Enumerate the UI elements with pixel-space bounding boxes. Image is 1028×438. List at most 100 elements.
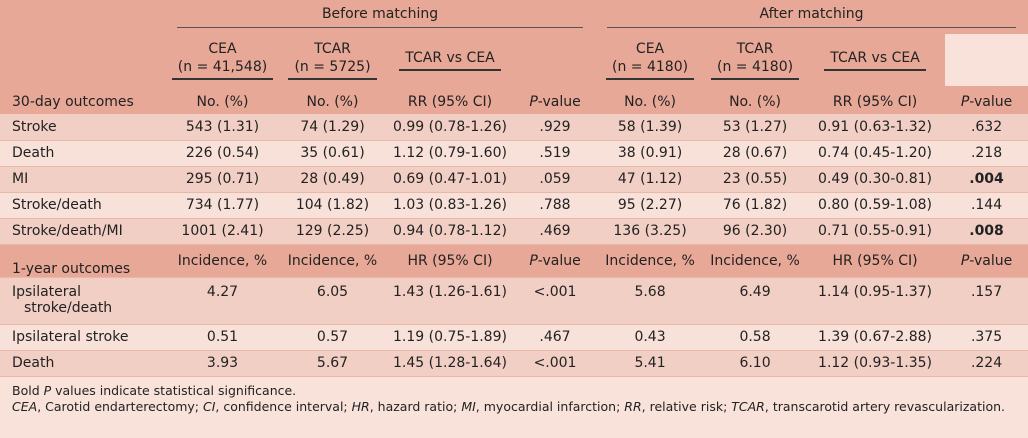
table-row: Death 3.93 5.67 1.45 (1.28-1.64) <.001 5.41 6.… (0, 350, 1028, 377)
table-row: Before matching After matching (0, 0, 1028, 34)
cell-value: 0.74 (0.45-1.20) (818, 145, 932, 161)
cell-value: .467 (539, 329, 571, 345)
unit-label: No. (%) (624, 94, 676, 110)
table-cell: Before matching (165, 0, 596, 34)
table-cell: 0.49 (0.30-0.81) (805, 166, 946, 193)
table-cell: <.001 (515, 350, 596, 377)
table-cell: 96 (2.30) (705, 218, 806, 245)
cell-value: 38 (0.91) (617, 145, 683, 161)
table-cell: 6.05 (280, 277, 385, 325)
footnote-text: , relative risk; (641, 398, 732, 414)
table-body: Before matching After matching CEA (n = 41,… (0, 0, 1028, 377)
table-row: Stroke/death/MI 1001 (2.41) 129 (2.25) 0.94… (0, 218, 1028, 245)
table-cell: After matching (595, 0, 1028, 34)
table-cell: 5.68 (595, 277, 706, 325)
cell-value: 0.51 (206, 329, 239, 345)
cell-value: 129 (2.25) (295, 223, 370, 239)
cell-value: .008 (969, 223, 1004, 239)
table-cell: .224 (945, 350, 1028, 377)
table-cell: .375 (945, 324, 1028, 351)
cell-value: 0.43 (634, 329, 666, 345)
table-cell: HR (95% CI) (805, 244, 946, 278)
table-cell: 0.91 (0.63-1.32) (805, 114, 946, 141)
cell-value: 4.27 (206, 283, 239, 300)
column-heading: TCAR vs CEA (824, 49, 926, 71)
unit-label: Incidence, % (287, 252, 378, 269)
table-cell: 1.12 (0.79-1.60) (385, 140, 515, 167)
table-cell: 5.67 (280, 350, 385, 377)
column-heading-line: (n = 4180) (717, 59, 794, 75)
table-cell: 543 (1.31) (165, 114, 280, 141)
cell-value: 1.45 (1.28-1.64) (393, 355, 507, 371)
cell-value: 1.12 (0.93-1.35) (818, 355, 932, 371)
cell-value: 1.43 (1.26-1.61) (393, 283, 507, 300)
table-cell: Stroke/death/MI (0, 218, 165, 245)
cell-value: .144 (970, 197, 1003, 213)
cell-value: 734 (1.77) (185, 197, 260, 213)
table-cell: 1.19 (0.75-1.89) (385, 324, 515, 351)
cell-value: 1.12 (0.79-1.60) (393, 145, 507, 161)
table-row: Ipsilateral stroke/death 4.27 6.05 1.43 (1.… (0, 277, 1028, 325)
table-cell: 0.80 (0.59-1.08) (805, 192, 946, 219)
column-heading-line: CEA (208, 41, 237, 57)
table-cell: 0.94 (0.78-1.12) (385, 218, 515, 245)
table-cell: 38 (0.91) (595, 140, 706, 167)
unit-label: P-value (960, 94, 1013, 110)
column-heading-line: TCAR (736, 41, 774, 57)
row-label: Ipsilateral stroke (12, 329, 129, 345)
cell-value: .469 (539, 223, 571, 239)
footnote: Bold P values indicate statistical signi… (12, 383, 1018, 399)
cell-value: 543 (1.31) (185, 118, 260, 135)
cell-value: 0.91 (0.63-1.32) (818, 118, 932, 135)
column-heading-line: (n = 5725) (294, 59, 371, 75)
table-cell: .469 (515, 218, 596, 245)
table-row: CEA (n = 41,548) TCAR (n = 5725) TCAR vs CEA… (0, 34, 1028, 86)
outcomes-table: Before matching After matching CEA (n = 41,… (0, 0, 1028, 377)
table-cell: 74 (1.29) (280, 114, 385, 141)
cell-value: 0.57 (316, 329, 349, 345)
column-heading-line: (n = 41,548) (177, 59, 268, 75)
cell-value: 0.69 (0.47-1.01) (393, 171, 507, 187)
table-cell: TCAR (n = 4180) (705, 34, 806, 86)
table-cell: 53 (1.27) (705, 114, 806, 141)
footnote-text: values indicate statistical significance… (51, 382, 297, 398)
column-heading: CEA (n = 4180) (606, 40, 695, 80)
row-label: MI (12, 171, 29, 187)
section-label: 30-day outcomes (12, 94, 134, 110)
row-label: Death (12, 355, 55, 371)
table-cell: .008 (945, 218, 1028, 245)
cell-value: .788 (539, 197, 571, 213)
cell-value: 28 (0.67) (722, 145, 788, 161)
cell-value: .059 (539, 171, 571, 187)
cell-value: 3.93 (206, 355, 239, 371)
table-cell: RR (95% CI) (805, 86, 946, 114)
table-cell: 0.71 (0.55-0.91) (805, 218, 946, 245)
cell-value: 6.05 (316, 283, 349, 300)
column-heading: TCAR (n = 4180) (711, 40, 800, 80)
table-cell: 30-day outcomes (0, 86, 165, 114)
column-heading-line: CEA (635, 41, 665, 57)
group-heading: Before matching (177, 6, 584, 28)
row-label: Stroke (12, 118, 57, 135)
cell-value: 53 (1.27) (722, 118, 788, 135)
table-cell: 295 (0.71) (165, 166, 280, 193)
cell-value: 74 (1.29) (300, 118, 365, 135)
table-cell: P-value (515, 86, 596, 114)
unit-label: HR (95% CI) (832, 252, 918, 269)
cell-value: 0.58 (739, 329, 771, 345)
cell-value: 6.10 (739, 355, 771, 371)
footnote-text: RR (624, 398, 642, 414)
table-cell: 35 (0.61) (280, 140, 385, 167)
table-row: Stroke/death 734 (1.77) 104 (1.82) 1.03 (0.… (0, 192, 1028, 219)
footnote-text: P (43, 382, 52, 398)
table-cell: MI (0, 166, 165, 193)
footnotes: Bold P values indicate statistical signi… (0, 377, 1028, 415)
unit-label: RR (95% CI) (407, 94, 493, 110)
table-cell: 0.99 (0.78-1.26) (385, 114, 515, 141)
column-heading-line: TCAR (314, 41, 351, 57)
footnote-text: TCAR (731, 398, 765, 414)
table-cell: 6.10 (705, 350, 806, 377)
cell-value: 0.80 (0.59-1.08) (818, 197, 932, 213)
footnote-text: , hazard ratio; (369, 398, 462, 414)
table-cell: .788 (515, 192, 596, 219)
